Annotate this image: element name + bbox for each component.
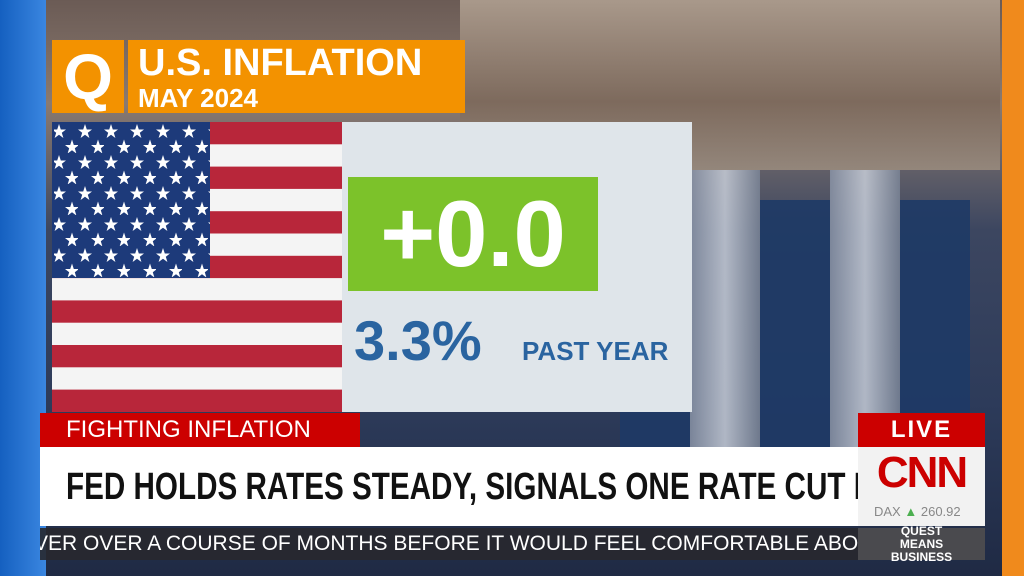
up-arrow: ▲ (904, 504, 918, 519)
headline-banner (40, 447, 985, 526)
logo: Q (52, 40, 124, 113)
ticker-text: VER OVER A COURSE OF MONTHS BEFORE IT WO… (40, 532, 858, 555)
market-value: 260.92 (920, 504, 961, 519)
annual-value: 3.3% (354, 309, 482, 372)
title: U.S. INFLATION (138, 42, 423, 84)
right-frame (1002, 0, 1024, 576)
tag: FIGHTING INFLATION (40, 413, 360, 447)
subtitle: MAY 2024 (138, 83, 258, 113)
headline: FED HOLDS RATES STEADY, SIGNALS ONE RATE… (66, 466, 958, 508)
annual-label: PAST YEAR (522, 336, 669, 366)
us-flag (52, 122, 342, 412)
ticker: VER OVER A COURSE OF MONTHS BEFORE IT WO… (40, 528, 858, 560)
change-value: +0.0 (380, 181, 566, 286)
change-box: +0.0 (348, 177, 598, 291)
market: DAX ▲ 260.92 (874, 504, 961, 519)
logo-letter: Q (63, 40, 113, 113)
column (690, 170, 760, 500)
network-logo: CNN (876, 448, 968, 497)
header: U.S. INFLATION MAY 2024 (128, 40, 465, 113)
left-frame (0, 0, 46, 576)
show-name: QUEST MEANS BUSINESS (858, 524, 985, 563)
live-badge: LIVE (858, 413, 985, 447)
market-index: DAX (874, 504, 901, 519)
network-box (858, 447, 985, 526)
